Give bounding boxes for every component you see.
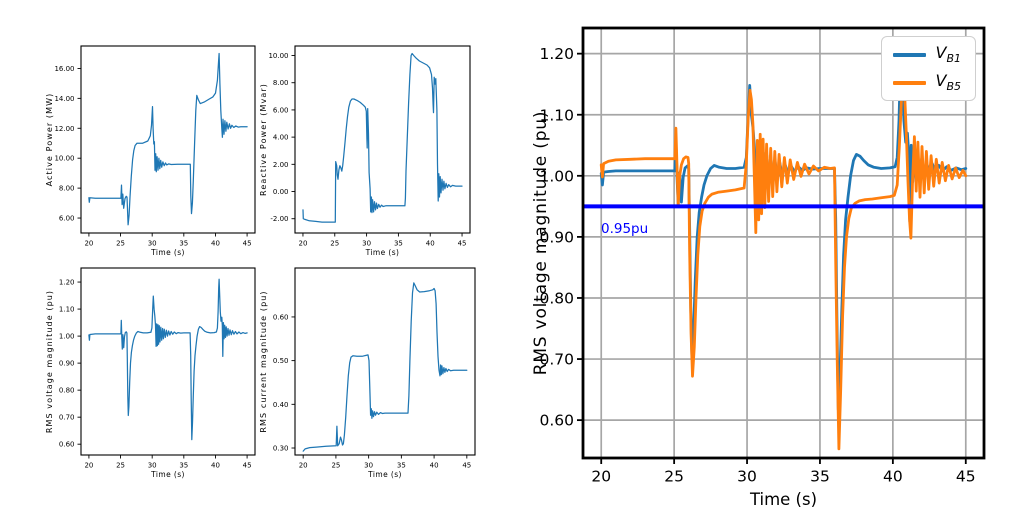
- y-tick-label: 6.00: [59, 215, 75, 223]
- rms-current-y-axis-label: RMS current magnitude (pu): [259, 290, 268, 433]
- x-tick-label: 40: [211, 462, 220, 470]
- x-tick-label: 45: [462, 462, 471, 470]
- active-power-y-axis-label: Active Power (MW): [45, 92, 54, 187]
- x-tick-label: 45: [956, 468, 976, 486]
- y-tick-label: 0.60: [59, 441, 75, 449]
- y-tick-label: 0.60: [273, 313, 289, 321]
- series-V_B1: [88, 278, 248, 441]
- y-tick-label: 0.90: [539, 228, 574, 246]
- axes-spine: [294, 45, 471, 234]
- x-tick-label: 40: [430, 462, 439, 470]
- legend-line-swatch-vb5: [892, 80, 926, 85]
- x-tick-label: 20: [84, 462, 93, 470]
- y-tick-label: 10.00: [268, 52, 288, 60]
- x-tick-label: 35: [810, 468, 830, 486]
- legend-entry-vb5: VB5: [892, 71, 962, 94]
- y-tick-label: 4.00: [273, 134, 289, 142]
- y-tick-label: 0.60: [539, 412, 574, 430]
- series-Q: [302, 52, 463, 223]
- y-tick-label: 1.00: [539, 167, 574, 185]
- y-tick-label: 0.40: [273, 401, 289, 409]
- x-tick-label: 40: [883, 468, 903, 486]
- series-P: [88, 52, 248, 226]
- x-tick-label: 45: [243, 240, 252, 248]
- reactive-power-y-axis-label: Reactive Power (Mvar): [259, 83, 268, 196]
- reactive-power-x-axis-label: Time (s): [365, 248, 400, 257]
- series-V_B5: [599, 75, 968, 451]
- plot-reactive-power: Reactive Power (Mvar) 20 25 30 35 40 45 -2.00 0…: [259, 45, 471, 257]
- x-tick-label: 25: [664, 468, 684, 486]
- x-tick-label: 35: [394, 240, 403, 248]
- rms-current-x-axis-label: Time (s): [368, 470, 402, 479]
- x-tick-label: 35: [397, 462, 406, 470]
- x-tick-label: 30: [737, 468, 757, 486]
- x-tick-label: 45: [458, 240, 467, 248]
- y-tick-label: 1.00: [59, 333, 75, 341]
- axes-rms-voltage-small: 20 25 30 35 40 45 0.60 0.70 0.80 0.90 1.00 1.10 1.20: [59, 267, 256, 470]
- y-tick-label: 0.50: [273, 357, 289, 365]
- y-tick-label: 1.10: [59, 306, 75, 314]
- y-tick-label: -2.00: [270, 215, 288, 223]
- y-tick-label: 1.20: [59, 279, 75, 287]
- rms-voltage-main-x-axis-label: Time (s): [749, 490, 818, 509]
- rms-voltage-small-y-axis-label: RMS voltage magnitude (pu): [45, 289, 54, 434]
- y-tick-label: 10.00: [54, 155, 74, 163]
- y-tick-label: 0.30: [273, 445, 289, 453]
- legend: VB1 VB5: [880, 36, 976, 102]
- legend-label-vb5: VB5: [935, 71, 962, 94]
- axes-spine: [80, 267, 256, 456]
- y-tick-label: 0.70: [539, 351, 574, 369]
- x-tick-label: 35: [179, 462, 188, 470]
- x-tick-label: 40: [426, 240, 435, 248]
- y-tick-label: 12.00: [54, 125, 74, 133]
- axes-rms-current-small: 20 25 30 35 40 45 0.30 0.40 0.50 0.60: [273, 267, 476, 470]
- plot-rms-current-small: RMS current magnitude (pu) 20 25 30 35 40 45 0…: [259, 267, 476, 479]
- x-tick-label: 30: [148, 240, 157, 248]
- x-tick-label: 25: [331, 462, 340, 470]
- x-tick-label: 35: [179, 240, 188, 248]
- x-tick-label: 20: [298, 240, 307, 248]
- y-tick-label: 0.70: [59, 414, 75, 422]
- y-tick-label: 6.00: [273, 106, 289, 114]
- x-tick-label: 40: [211, 240, 220, 248]
- y-tick-label: 2.00: [273, 161, 289, 169]
- x-tick-label: 30: [364, 462, 373, 470]
- x-tick-label: 30: [362, 240, 371, 248]
- plot-active-power: Active Power (MW) 20 25 30 35 40 45 6.00 8.00 10…: [45, 45, 256, 257]
- y-tick-label: 8.00: [59, 185, 75, 193]
- axes-active-power: 20 25 30 35 40 45 6.00 8.00 10.00 12.00 14.00 16.00: [54, 45, 256, 248]
- axes-reactive-power: 20 25 30 35 40 45 -2.00 0.00 2.00 4.00 6.00 8.00 10.…: [268, 45, 471, 248]
- legend-label-vb1: VB1: [935, 43, 962, 66]
- y-tick-label: 0.00: [273, 188, 289, 196]
- x-tick-label: 45: [243, 462, 252, 470]
- x-tick-label: 25: [116, 240, 125, 248]
- rms-voltage-small-x-axis-label: Time (s): [151, 470, 185, 479]
- axes-spine: [80, 45, 256, 234]
- x-tick-label: 25: [330, 240, 339, 248]
- axes-spine: [294, 267, 476, 456]
- y-tick-label: 0.80: [539, 290, 574, 308]
- plot-rms-voltage-small: RMS voltage magnitude (pu) 20 25 30 35 40 45 0…: [45, 267, 256, 479]
- x-tick-label: 25: [116, 462, 125, 470]
- plot-rms-voltage-main: RMS voltage magnitude (pu) 20 25 30 35 40 45 0…: [531, 26, 986, 509]
- x-tick-label: 20: [591, 468, 611, 486]
- x-tick-label: 20: [299, 462, 308, 470]
- axes-rms-voltage-main: 20 25 30 35 40 45 0.60 0.70 0.80 0.90 1.00 1.10 1.20: [539, 26, 986, 486]
- active-power-x-axis-label: Time (s): [151, 248, 185, 257]
- legend-entry-vb1: VB1: [892, 43, 962, 66]
- y-tick-label: 1.10: [539, 106, 574, 124]
- y-tick-label: 14.00: [54, 95, 74, 103]
- y-tick-label: 0.90: [59, 360, 75, 368]
- y-tick-label: 1.20: [539, 45, 574, 63]
- axes-spine: [581, 26, 986, 460]
- threshold-annotation: 0.95pu: [601, 221, 649, 237]
- x-tick-label: 30: [148, 462, 157, 470]
- y-tick-label: 8.00: [273, 79, 289, 87]
- y-tick-label: 0.80: [59, 387, 75, 395]
- x-tick-label: 20: [84, 240, 93, 248]
- legend-line-swatch-vb1: [892, 52, 926, 57]
- y-tick-label: 16.00: [54, 65, 74, 73]
- series-I: [302, 282, 468, 452]
